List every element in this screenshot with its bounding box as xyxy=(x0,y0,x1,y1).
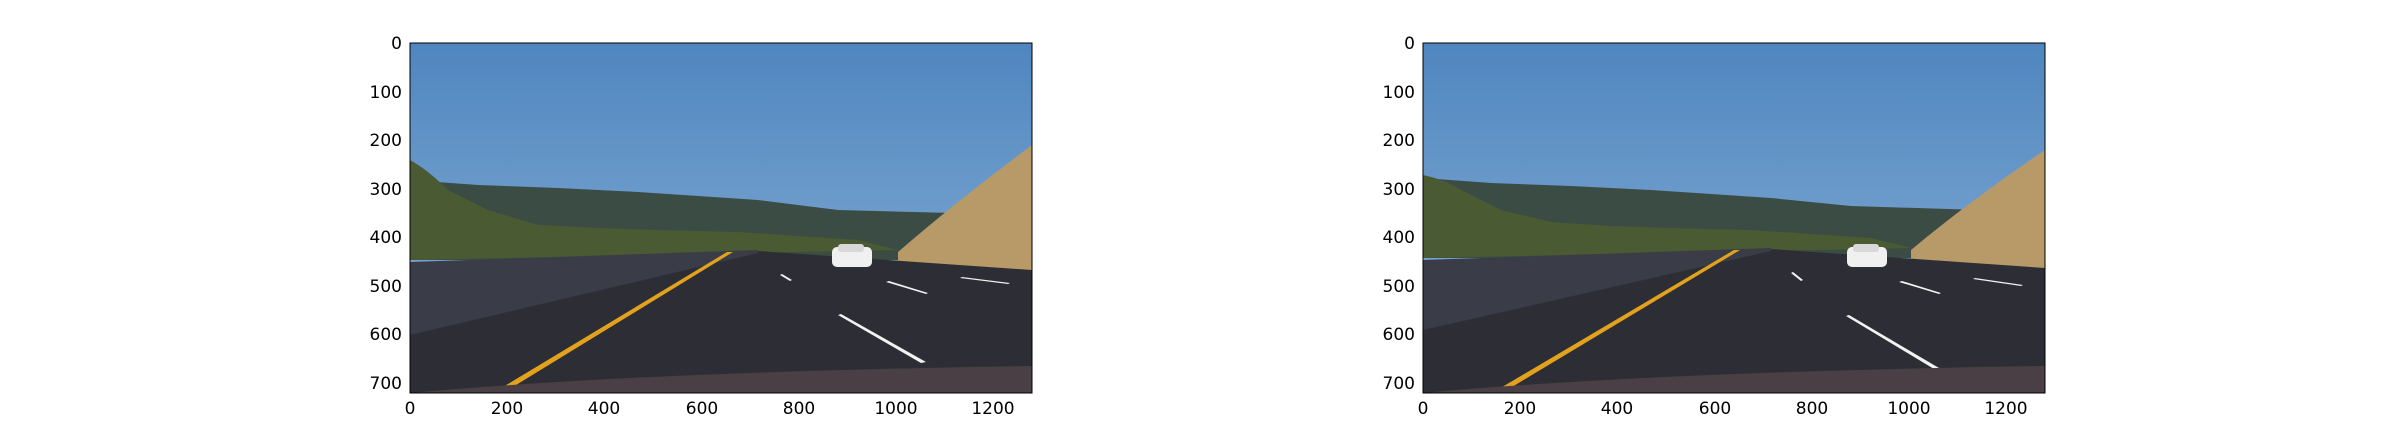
y-tick-label: 600 xyxy=(370,325,402,345)
y-tick-label: 100 xyxy=(1383,83,1415,103)
y-tick-label: 0 xyxy=(1404,34,1415,54)
y-tick-label: 600 xyxy=(1383,325,1415,345)
y-tick-label: 0 xyxy=(391,34,402,54)
x-tick-label: 0 xyxy=(1418,399,1429,419)
x-tick-label: 1000 xyxy=(874,399,917,419)
x-tick-label: 400 xyxy=(588,399,620,419)
y-tick-label: 100 xyxy=(370,83,402,103)
x-tick-label: 600 xyxy=(1699,399,1731,419)
x-tick-label: 1000 xyxy=(1887,399,1930,419)
panel-right-svg: 0 100 200 300 400 500 600 700 0 200 400 … xyxy=(1383,34,2046,419)
x-axis: 0 200 400 600 800 1000 1200 xyxy=(1418,399,2028,419)
x-tick-label: 0 xyxy=(405,399,416,419)
panel-left-svg: 0 100 200 300 400 500 600 700 0 200 400 … xyxy=(370,34,1033,419)
road-photo xyxy=(1423,43,2045,393)
axes-frame xyxy=(1422,42,2046,394)
y-tick-label: 200 xyxy=(370,131,402,151)
x-tick-label: 600 xyxy=(686,399,718,419)
road-photo xyxy=(410,43,1032,393)
y-tick-label: 300 xyxy=(1383,180,1415,200)
y-tick-label: 500 xyxy=(1383,277,1415,297)
x-tick-label: 400 xyxy=(1601,399,1633,419)
x-tick-label: 200 xyxy=(491,399,523,419)
x-tick-label: 1200 xyxy=(971,399,1014,419)
x-tick-label: 1200 xyxy=(1984,399,2027,419)
y-axis: 0 100 200 300 400 500 600 700 xyxy=(1383,34,1415,394)
axes-frame xyxy=(409,42,1033,394)
x-tick-label: 800 xyxy=(1796,399,1828,419)
x-tick-label: 800 xyxy=(783,399,815,419)
y-tick-label: 700 xyxy=(1383,374,1415,394)
y-tick-label: 700 xyxy=(370,374,402,394)
image-panel-right: 0 100 200 300 400 500 600 700 0 200 400 … xyxy=(1351,0,2091,437)
x-tick-label: 200 xyxy=(1504,399,1536,419)
y-tick-label: 400 xyxy=(370,228,402,248)
y-tick-label: 200 xyxy=(1383,131,1415,151)
y-tick-label: 300 xyxy=(370,180,402,200)
image-panel-left: 0 100 200 300 400 500 600 700 0 200 400 … xyxy=(338,0,1078,437)
y-tick-label: 500 xyxy=(370,277,402,297)
y-axis: 0 100 200 300 400 500 600 700 xyxy=(370,34,402,394)
y-tick-label: 400 xyxy=(1383,228,1415,248)
x-axis: 0 200 400 600 800 1000 1200 xyxy=(405,399,1015,419)
